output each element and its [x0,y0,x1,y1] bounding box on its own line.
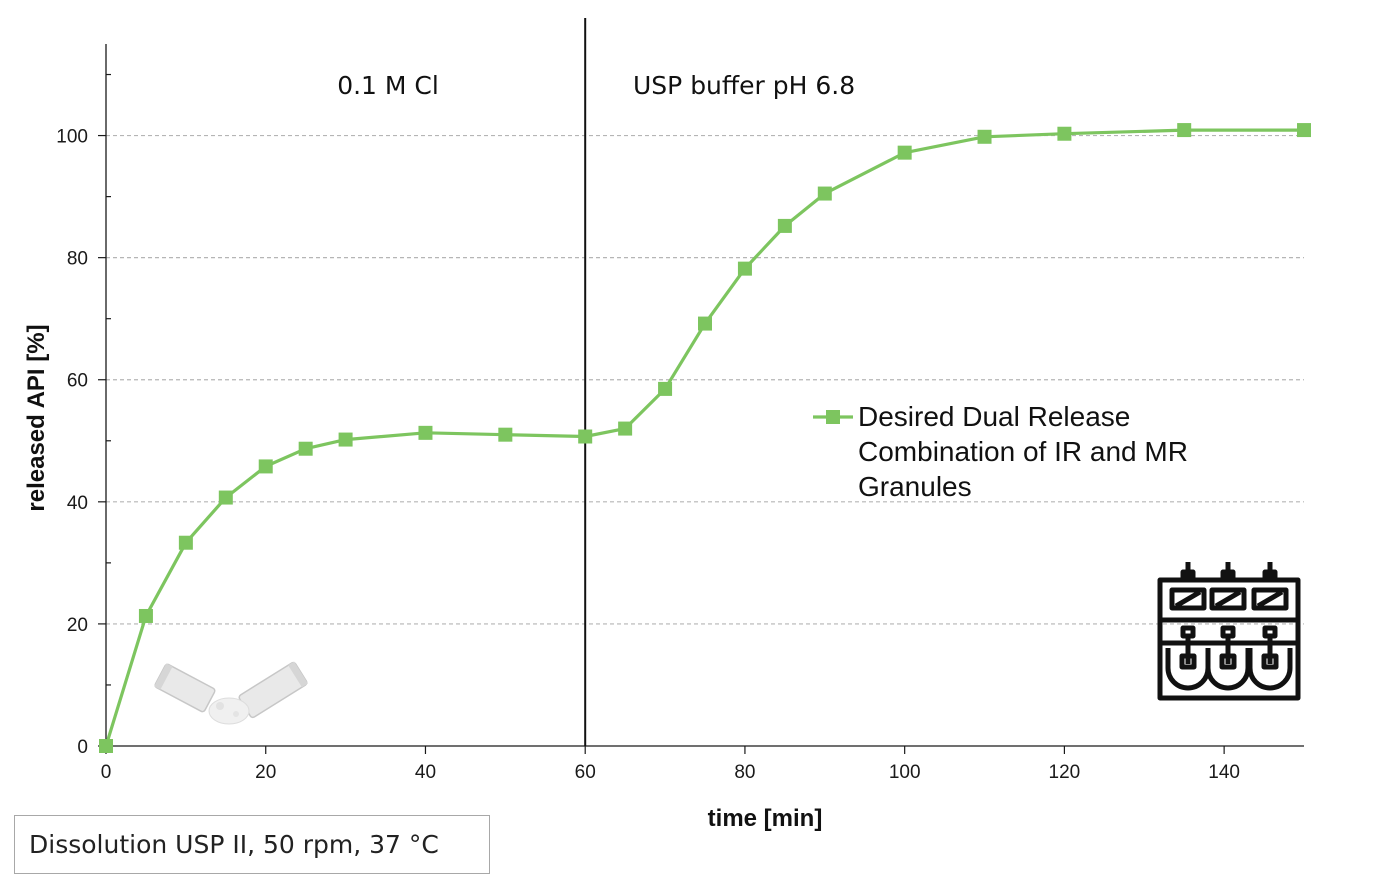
y-axis-title: released API [%] [23,324,50,511]
data-point [618,421,633,436]
x-tick-label: 140 [1208,762,1240,783]
apparatus-vessel [1205,648,1251,691]
phase-label-buffer: USP buffer pH 6.8 [633,71,855,100]
legend-label-line: Combination of IR and MR [858,436,1188,467]
legend: Desired Dual Release Combination of IR an… [813,401,1188,502]
x-tick-label: 0 [101,762,112,783]
method-caption: Dissolution USP II, 50 rpm, 37 °C [14,815,490,874]
x-tick-label: 100 [889,762,921,783]
caption-text: Dissolution USP II, 50 rpm, 37 °C [29,830,439,859]
apparatus-display-mark [1174,589,1202,609]
data-point [777,218,792,233]
y-tick-label: 80 [67,249,88,270]
data-point [218,490,233,505]
data-series [99,123,1311,753]
x-tick-label: 40 [415,762,436,783]
y-tick-label: 60 [67,371,88,392]
apparatus-paddle [1261,653,1279,670]
grid-lines [106,134,1304,625]
y-tick-label: 100 [56,127,88,148]
data-point [178,535,193,550]
apparatus-display [1251,587,1289,611]
x-tick-label: 80 [734,762,755,783]
apparatus-display [1209,587,1247,611]
data-point [578,429,593,444]
apparatus-paddle [1179,653,1197,670]
data-point [658,381,673,396]
data-point [418,425,433,440]
data-point [737,261,752,276]
x-tick-label: 120 [1049,762,1081,783]
data-point [698,316,712,331]
y-tick-label: 40 [67,493,88,514]
powder-sachet-icon [154,661,308,725]
data-point [338,432,353,447]
apparatus-motor [1220,569,1236,583]
apparatus-vessel [1247,648,1293,691]
phase-label-acid: 0.1 M Cl [337,71,439,100]
apparatus-display-mark [1256,589,1284,609]
data-point [258,459,273,474]
apparatus-motor [1180,569,1196,583]
phase-labels: 0.1 M Cl USP buffer pH 6.8 [337,18,855,746]
data-point [138,608,153,623]
y-tick-label: 0 [77,737,88,758]
data-point [99,739,113,753]
apparatus-clamp [1180,625,1196,639]
axes: 0 20 40 60 80 100 0 20 40 60 80 100 120 140 [56,44,1304,783]
x-axis-title: time [min] [708,805,823,832]
data-point [817,186,832,201]
x-tick-label: 20 [255,762,276,783]
data-point [977,129,992,144]
apparatus-paddle [1219,653,1237,670]
dissolution-apparatus-icon [1157,562,1301,701]
apparatus-display-mark [1214,589,1242,609]
data-point [498,427,513,442]
legend-label-line: Desired Dual Release [858,401,1130,432]
data-point [1297,123,1311,138]
x-tick-label: 60 [575,762,596,783]
data-point [1057,126,1072,141]
legend-label-line: Granules [858,471,972,502]
data-point [1177,123,1192,138]
data-point [897,145,912,160]
apparatus-clamp [1220,625,1236,639]
data-point [298,441,313,456]
apparatus-motor [1262,569,1278,583]
apparatus-clamp [1262,625,1278,639]
legend-marker [826,410,840,424]
apparatus-display [1169,587,1207,611]
y-tick-label: 20 [67,615,88,636]
